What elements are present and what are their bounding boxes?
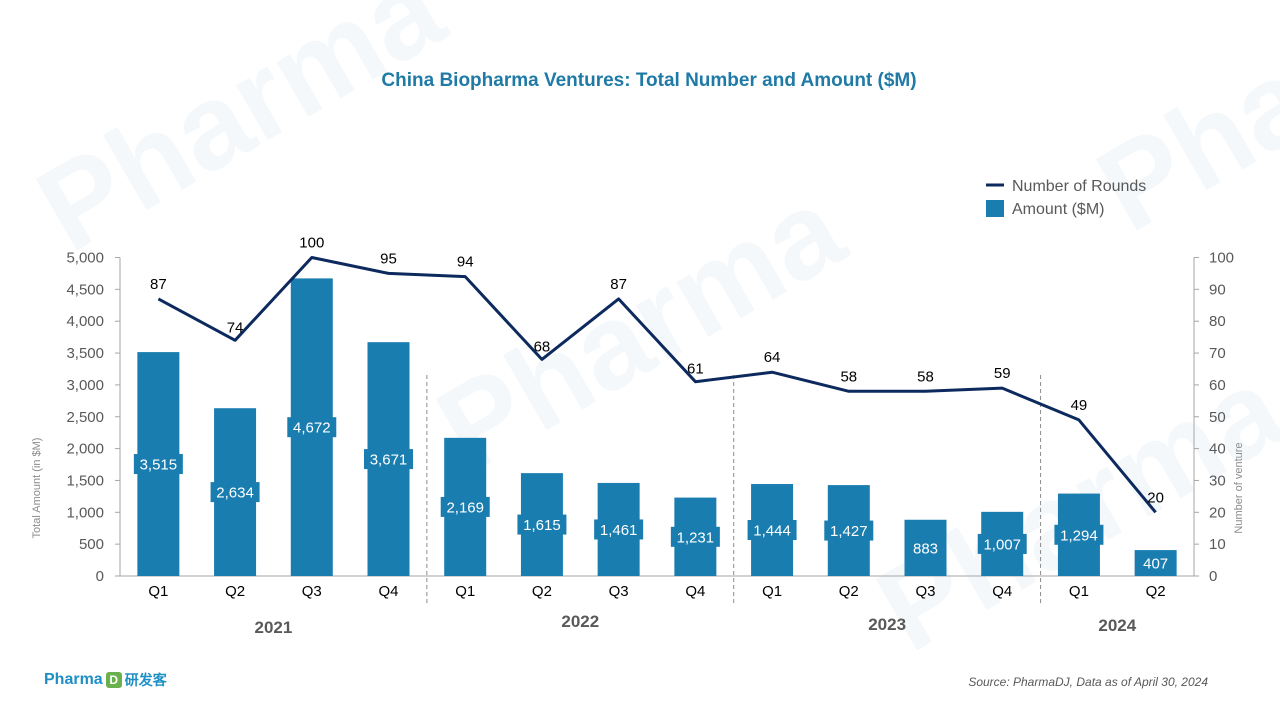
amount-label-box (747, 520, 797, 541)
x-tick-label: Q2 (225, 583, 245, 600)
x-tick-label: Q2 (1146, 583, 1166, 600)
x-tick-label: Q1 (1069, 583, 1089, 600)
x-tick-label: Q1 (148, 583, 168, 600)
amount-label-box (1054, 524, 1104, 545)
amount-data-label: 1,615 (523, 517, 561, 534)
rounds-data-label: 87 (610, 276, 627, 293)
year-group-label: 2021 (255, 618, 293, 637)
rounds-data-label: 87 (150, 276, 167, 293)
amount-data-label: 1,427 (830, 523, 868, 540)
x-tick-label: Q2 (839, 583, 859, 600)
x-tick-label: Q3 (915, 583, 935, 600)
x-tick-label: Q4 (685, 583, 705, 600)
rounds-data-label: 94 (457, 254, 474, 271)
x-tick-label: Q2 (532, 583, 552, 600)
year-group-label: 2024 (1098, 616, 1136, 635)
rounds-data-label: 58 (840, 368, 857, 385)
x-tick-label: Q3 (609, 583, 629, 600)
x-tick-label: Q1 (455, 583, 475, 600)
y-tick-label-left: 3,500 (66, 345, 104, 362)
y-tick-label-left: 500 (79, 536, 104, 553)
rounds-data-label: 100 (299, 235, 324, 252)
y-tick-label-right: 100 (1209, 250, 1234, 267)
rounds-data-label: 68 (534, 338, 551, 355)
brand-logo: Pharma D 研发客 (44, 670, 167, 690)
chart-title: China Biopharma Ventures: Total Number a… (381, 70, 917, 91)
y-tick-label-right: 60 (1209, 377, 1226, 394)
y-tick-label-left: 2,000 (66, 441, 104, 458)
rounds-data-label: 64 (764, 349, 781, 366)
y-tick-label-right: 80 (1209, 313, 1226, 330)
brand-logo-cn: 研发客 (124, 673, 167, 689)
y-tick-label-right: 90 (1209, 281, 1226, 298)
rounds-line (157, 256, 1157, 514)
y-tick-label-right: 20 (1209, 504, 1226, 521)
amount-label-box (909, 537, 942, 558)
y-tick-label-right: 70 (1209, 345, 1226, 362)
y-tick-label-left: 1,500 (66, 472, 104, 489)
rounds-data-label: 95 (380, 250, 397, 267)
amount-label-box (517, 514, 567, 535)
year-group-label: 2023 (868, 615, 906, 634)
amount-data-label: 407 (1143, 556, 1168, 573)
amount-label-box (824, 520, 874, 541)
amount-data-label: 3,515 (140, 457, 178, 474)
legend-label-amount: Amount ($M) (1012, 201, 1104, 218)
y-tick-label-right: 50 (1209, 409, 1226, 426)
rounds-data-label: 49 (1071, 397, 1088, 414)
amount-label-box (287, 417, 337, 438)
legend-bar-swatch (986, 200, 1004, 217)
y-tick-label-left: 2,500 (66, 409, 104, 426)
amount-label-box (977, 533, 1027, 554)
brand-logo-mark: D (105, 672, 122, 688)
y-tick-label-left: 4,500 (66, 281, 104, 298)
y-tick-label-right: 0 (1209, 568, 1217, 585)
legend-label-rounds: Number of Rounds (1012, 178, 1146, 195)
x-tick-label: Q1 (762, 583, 782, 600)
y-axis-label-left: Total Amount (in $M) (31, 438, 43, 539)
amount-label-box (364, 449, 413, 470)
amount-label-box (670, 526, 720, 547)
amount-label-box (594, 519, 644, 540)
x-tick-label: Q4 (378, 583, 398, 600)
brand-logo-text: Pharma (44, 671, 103, 688)
rounds-data-label: 59 (994, 365, 1011, 382)
amount-data-label: 2,169 (446, 499, 484, 516)
source-note: Source: PharmaDJ, Data as of April 30, 2… (968, 675, 1208, 689)
amount-data-label: 3,671 (370, 452, 408, 469)
y-tick-label-right: 30 (1209, 472, 1226, 489)
amount-data-label: 1,461 (600, 522, 638, 539)
rounds-data-label: 61 (687, 361, 704, 378)
amount-data-label: 1,231 (677, 529, 715, 546)
y-tick-label-left: 0 (96, 568, 104, 585)
y-tick-label-left: 5,000 (66, 250, 104, 267)
amount-data-label: 2,634 (216, 485, 254, 502)
x-tick-label: Q4 (992, 583, 1012, 600)
rounds-data-label: 20 (1147, 489, 1164, 506)
y-tick-label-left: 4,000 (66, 313, 104, 330)
amount-label-box (210, 482, 260, 503)
amount-label-box (133, 454, 183, 475)
rounds-data-label: 74 (227, 319, 244, 336)
amount-data-label: 883 (913, 540, 938, 557)
amount-data-label: 1,007 (983, 536, 1021, 553)
amount-label-box (1139, 553, 1172, 574)
y-tick-label-left: 3,000 (66, 377, 104, 394)
amount-label-box (440, 496, 490, 517)
x-tick-label: Q3 (302, 583, 322, 600)
y-axis-label-right: Number of venture (1233, 442, 1245, 533)
rounds-data-label: 58 (917, 368, 934, 385)
year-group-label: 2022 (561, 612, 599, 631)
y-tick-label-left: 1,000 (66, 504, 104, 521)
amount-data-label: 4,672 (293, 420, 331, 437)
y-tick-label-right: 10 (1209, 536, 1226, 553)
y-tick-label-right: 40 (1209, 441, 1226, 458)
amount-data-label: 1,444 (753, 523, 791, 540)
amount-data-label: 1,294 (1060, 527, 1098, 544)
